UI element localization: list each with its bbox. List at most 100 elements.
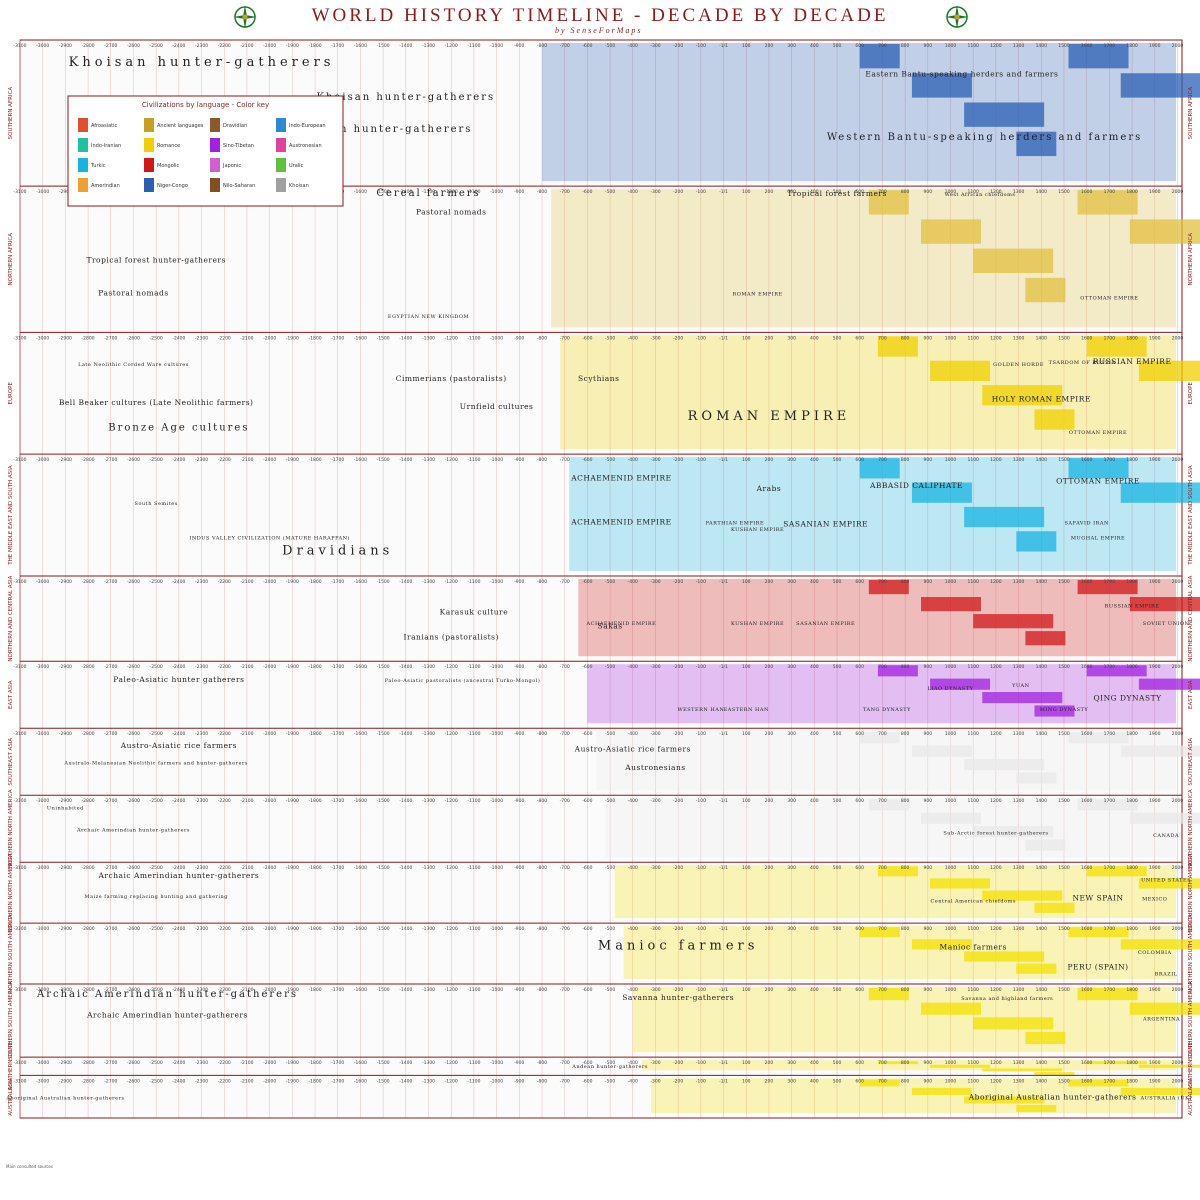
tick-label: 1000: [945, 1060, 957, 1066]
tick-label: 500: [833, 731, 842, 737]
era-label: TSARDOM OF RUSSIA: [1049, 360, 1116, 366]
polity-block: [1086, 336, 1147, 357]
tick-label: 1500: [1058, 1060, 1070, 1066]
legend-item: Romance: [157, 143, 180, 149]
tick-label: 2000: [1172, 335, 1184, 341]
tick-label: 1300: [1013, 987, 1025, 993]
tick-label: -3100: [13, 579, 26, 585]
region-label: EUROPE: [1188, 382, 1194, 405]
tick-label: -400: [628, 579, 638, 585]
polity-block: [1016, 1104, 1057, 1113]
tick-label: 1100: [967, 926, 979, 932]
tick-label: 1600: [1081, 926, 1093, 932]
tick-label: 600: [855, 798, 864, 804]
tick-label: -200: [673, 579, 683, 585]
tick-label: 1200: [990, 731, 1002, 737]
tick-label: 500: [833, 1060, 842, 1066]
tick-label: 1800: [1126, 579, 1138, 585]
tick-label: -2100: [240, 865, 253, 871]
tick-label: -1400: [399, 926, 412, 932]
tick-label: 1300: [1013, 1060, 1025, 1066]
tick-label: -2500: [150, 926, 163, 932]
era-label: Central American chiefdoms: [930, 899, 1015, 905]
tick-label: -2000: [263, 987, 276, 993]
tick-label: -800: [537, 926, 547, 932]
era-label: Bell Beaker cultures (Late Neolithic far…: [59, 398, 254, 407]
state-blocks: [641, 1060, 1176, 1071]
tick-label: -300: [650, 579, 660, 585]
era-label: Eastern Bantu-speaking herders and farme…: [865, 69, 1058, 78]
tick-label: -2200: [218, 798, 231, 804]
legend-swatch: [144, 178, 154, 192]
tick-label: 1800: [1126, 926, 1138, 932]
polity-block: [1068, 44, 1129, 69]
tick-label: -1800: [309, 731, 322, 737]
tick-label: -1700: [331, 1078, 344, 1084]
tick-label: -300: [650, 1060, 660, 1066]
tick-label: -100: [696, 457, 706, 463]
legend-item: Japonic: [222, 163, 241, 169]
tick-label: -600: [582, 1060, 592, 1066]
era-label: Tropical forest farmers: [787, 189, 887, 198]
tick-label: -400: [628, 1078, 638, 1084]
region-label: NORTHERN SOUTH AMERICA: [1188, 914, 1194, 993]
polity-block: [921, 597, 982, 612]
tick-label: 1700: [1104, 987, 1116, 993]
tick-label: -1/1: [719, 731, 728, 737]
tick-label: -100: [696, 926, 706, 932]
tick-label: 1700: [1104, 1060, 1116, 1066]
tick-label: -500: [605, 43, 615, 49]
tick-label: 1400: [1036, 335, 1048, 341]
tick-label: -2300: [195, 579, 208, 585]
tick-label: -700: [560, 335, 570, 341]
polity-block: [877, 336, 918, 357]
tick-label: -1200: [445, 987, 458, 993]
tick-label: -3000: [36, 335, 49, 341]
tick-label: -2300: [195, 926, 208, 932]
era-label: Austro-Asiatic rice farmers: [120, 741, 237, 750]
tick-label: -2900: [59, 731, 72, 737]
tick-label: 1100: [967, 579, 979, 585]
tick-label: 400: [810, 664, 819, 670]
tick-label: 1400: [1036, 189, 1048, 195]
tick-label: 1400: [1036, 865, 1048, 871]
polity-block: [859, 458, 900, 479]
tick-label: -1800: [309, 43, 322, 49]
tick-label: 1300: [1013, 865, 1025, 871]
tick-label: -3100: [13, 1060, 26, 1066]
tick-label: -1300: [422, 798, 435, 804]
tick-label: 1300: [1013, 457, 1025, 463]
tick-label: -1300: [422, 579, 435, 585]
tick-label: -1100: [467, 664, 480, 670]
tick-label: -1100: [467, 189, 480, 195]
tick-label: 1600: [1081, 865, 1093, 871]
tick-label: -100: [696, 865, 706, 871]
tick-label: -2500: [150, 43, 163, 49]
tick-label: -2300: [195, 43, 208, 49]
tick-label: -1700: [331, 865, 344, 871]
tick-label: -1800: [309, 335, 322, 341]
tick-label: -1300: [422, 865, 435, 871]
tick-label: -2800: [82, 987, 95, 993]
polity-block: [1025, 839, 1066, 851]
tick-label: 100: [742, 579, 751, 585]
tick-label: -2800: [82, 457, 95, 463]
tick-label: -1700: [331, 987, 344, 993]
era-label: SOVIET UNION: [1143, 621, 1190, 627]
polity-block: [1034, 1072, 1075, 1076]
tick-label: -500: [605, 1078, 615, 1084]
tick-label: -1/1: [719, 1078, 728, 1084]
tick-label: -2100: [240, 664, 253, 670]
tick-label: -2000: [263, 865, 276, 871]
tick-label: 1000: [945, 731, 957, 737]
era-label: YUAN: [1011, 683, 1029, 689]
tick-label: -1000: [490, 1060, 503, 1066]
region-label: EAST ASIA: [8, 680, 14, 709]
era-label: Bronze Age cultures: [108, 423, 249, 434]
era-label: SASANIAN EMPIRE: [796, 621, 855, 627]
tick-label: 1500: [1058, 926, 1070, 932]
tick-label: -2900: [59, 865, 72, 871]
era-label: WESTERN HAN: [677, 707, 724, 713]
tick-label: 100: [742, 43, 751, 49]
tick-label: 1400: [1036, 43, 1048, 49]
